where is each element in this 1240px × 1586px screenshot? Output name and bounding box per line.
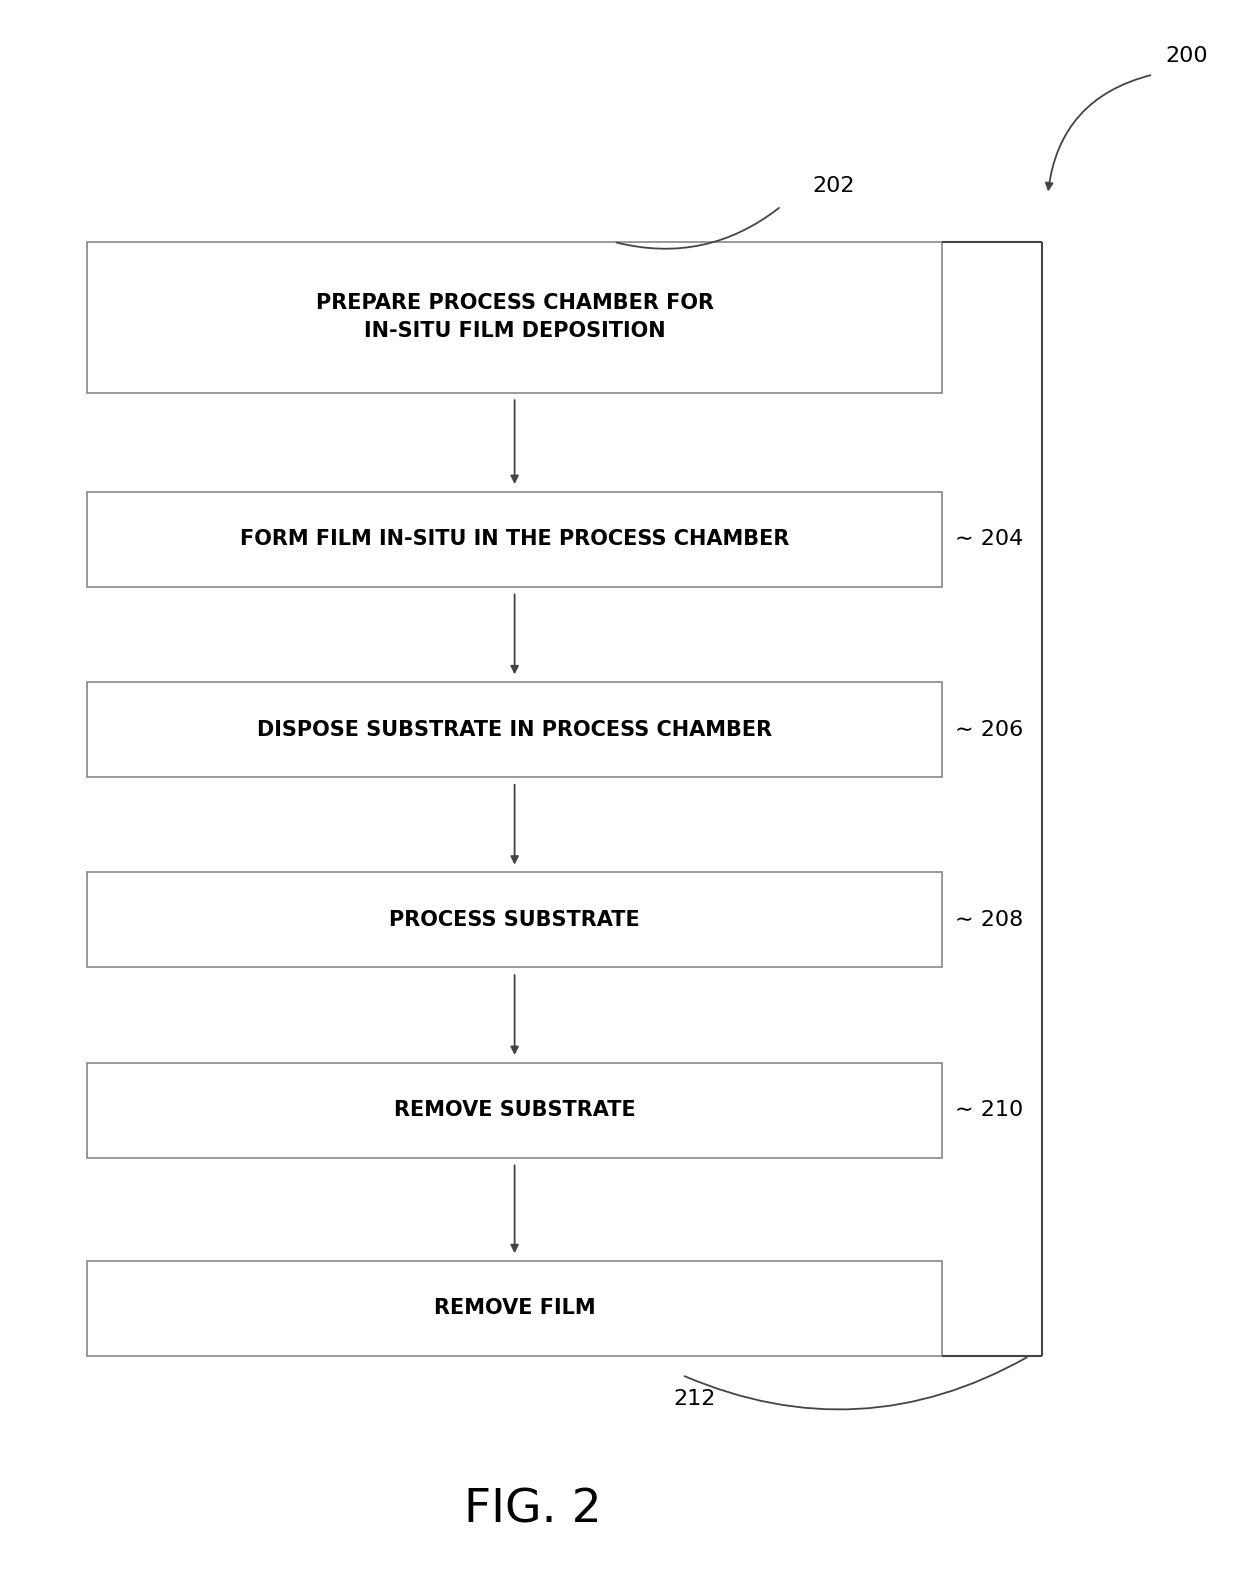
Bar bbox=[87, 492, 942, 587]
Text: PROCESS SUBSTRATE: PROCESS SUBSTRATE bbox=[389, 910, 640, 929]
Bar bbox=[87, 682, 942, 777]
Text: 202: 202 bbox=[812, 176, 854, 195]
Text: DISPOSE SUBSTRATE IN PROCESS CHAMBER: DISPOSE SUBSTRATE IN PROCESS CHAMBER bbox=[257, 720, 773, 739]
Text: 200: 200 bbox=[1166, 46, 1208, 65]
Bar bbox=[87, 872, 942, 967]
Text: 212: 212 bbox=[673, 1389, 715, 1408]
Bar bbox=[87, 241, 942, 392]
Bar bbox=[87, 1063, 942, 1158]
Text: ∼ 206: ∼ 206 bbox=[955, 720, 1023, 739]
Bar bbox=[87, 1261, 942, 1356]
Text: ∼ 210: ∼ 210 bbox=[955, 1101, 1023, 1120]
Text: REMOVE FILM: REMOVE FILM bbox=[434, 1299, 595, 1318]
Text: FIG. 2: FIG. 2 bbox=[464, 1488, 603, 1532]
Text: FORM FILM IN-SITU IN THE PROCESS CHAMBER: FORM FILM IN-SITU IN THE PROCESS CHAMBER bbox=[239, 530, 790, 549]
Text: PREPARE PROCESS CHAMBER FOR
IN-SITU FILM DEPOSITION: PREPARE PROCESS CHAMBER FOR IN-SITU FILM… bbox=[316, 293, 713, 341]
Text: ∼ 204: ∼ 204 bbox=[955, 530, 1023, 549]
Text: REMOVE SUBSTRATE: REMOVE SUBSTRATE bbox=[394, 1101, 635, 1120]
Text: ∼ 208: ∼ 208 bbox=[955, 910, 1023, 929]
